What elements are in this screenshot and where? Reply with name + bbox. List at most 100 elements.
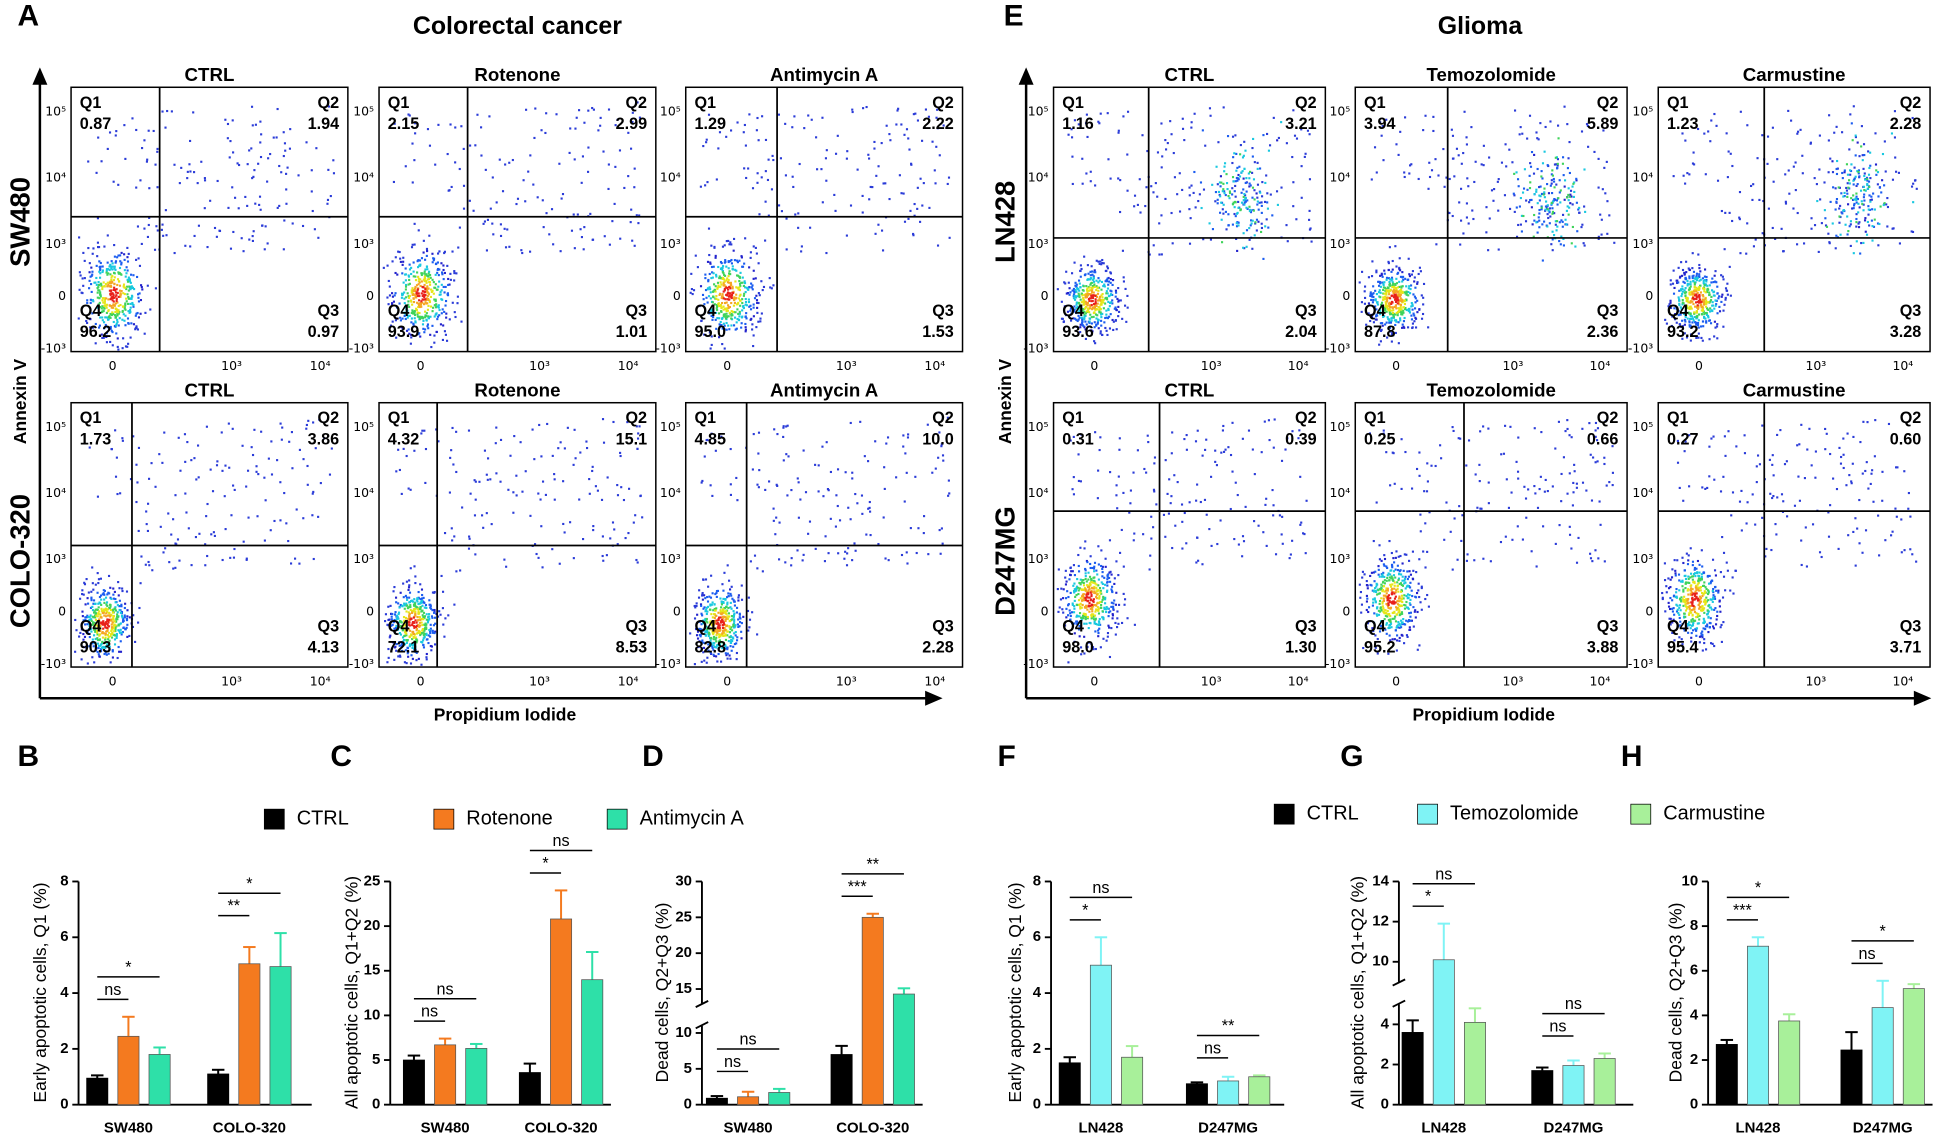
event-dot — [1375, 269, 1378, 272]
event-dot — [721, 268, 724, 271]
event-dot — [756, 116, 759, 120]
event-dot — [99, 630, 102, 633]
event-dot — [1465, 143, 1468, 146]
event-dot — [441, 590, 445, 593]
event-dot — [102, 622, 105, 625]
event-dot — [415, 659, 418, 662]
event-dot — [1603, 166, 1606, 169]
event-dot — [293, 557, 297, 560]
event-dot — [782, 426, 785, 429]
event-dot — [529, 514, 532, 517]
event-dot — [110, 265, 113, 268]
event-dot — [98, 305, 102, 309]
event-dot — [131, 301, 134, 305]
event-dot — [121, 347, 124, 350]
event-dot — [425, 247, 429, 250]
event-dot — [437, 285, 440, 288]
event-dot — [123, 306, 126, 309]
event-dot — [100, 646, 103, 649]
event-dot — [1266, 132, 1269, 136]
event-dot — [820, 168, 823, 171]
event-dot — [148, 187, 151, 190]
event-dot — [1106, 333, 1109, 337]
event-dot — [1465, 136, 1468, 139]
event-dot — [147, 223, 150, 227]
event-dot — [1388, 280, 1391, 284]
event-dot — [729, 588, 732, 591]
event-dot — [433, 632, 436, 635]
event-dot — [112, 303, 115, 306]
event-dot — [113, 267, 116, 270]
event-dot — [449, 123, 452, 126]
event-dot — [1242, 154, 1245, 157]
x-tick-label: 0 — [1090, 358, 1098, 373]
event-dot — [108, 645, 111, 648]
event-dot — [1081, 320, 1084, 323]
event-dot — [692, 289, 696, 292]
event-dot — [1079, 323, 1082, 326]
event-dot — [413, 449, 416, 452]
event-dot — [689, 291, 692, 294]
event-dot — [729, 281, 732, 284]
event-dot — [1104, 280, 1107, 283]
event-dot — [415, 632, 418, 635]
event-dot — [1112, 328, 1115, 332]
event-dot — [1378, 289, 1381, 292]
event-dot — [873, 140, 876, 144]
event-dot — [106, 624, 109, 627]
event-dot — [424, 316, 427, 319]
event-dot — [744, 237, 747, 240]
event-dot — [401, 327, 404, 330]
event-dot — [112, 617, 115, 620]
event-dot — [739, 284, 742, 288]
event-dot — [401, 317, 404, 320]
event-dot — [418, 305, 421, 309]
event-dot — [267, 157, 270, 160]
y-tick-label: 0 — [1041, 288, 1049, 303]
event-dot — [849, 518, 852, 521]
event-dot — [1234, 195, 1237, 198]
event-dot — [713, 645, 716, 648]
event-dot — [1242, 188, 1245, 191]
event-dot — [103, 297, 106, 300]
event-dot — [1081, 318, 1084, 321]
event-dot — [1082, 289, 1085, 292]
event-dot — [726, 634, 729, 637]
event-dot — [252, 230, 255, 233]
event-dot — [1248, 182, 1251, 185]
event-dot — [111, 274, 114, 277]
event-dot — [735, 642, 738, 645]
event-dot — [825, 149, 828, 152]
event-dot — [437, 252, 440, 255]
event-dot — [326, 198, 330, 201]
event-dot — [103, 285, 106, 288]
event-dot — [101, 640, 104, 643]
event-dot — [414, 614, 417, 617]
event-dot — [298, 562, 301, 565]
event-dot — [578, 109, 581, 112]
event-dot — [417, 277, 420, 280]
event-dot — [428, 613, 431, 616]
event-dot — [699, 633, 702, 636]
event-dot — [229, 556, 232, 559]
event-dot — [97, 606, 100, 609]
event-dot — [1536, 202, 1539, 205]
event-dot — [1388, 311, 1391, 314]
event-dot — [912, 113, 915, 116]
event-dot — [550, 208, 554, 211]
event-dot — [745, 286, 748, 289]
event-dot — [408, 596, 411, 599]
event-dot — [1397, 321, 1400, 324]
event-dot — [1119, 210, 1122, 214]
event-dot — [1563, 198, 1566, 201]
event-dot — [407, 300, 410, 303]
event-dot — [534, 107, 537, 110]
event-dot — [551, 454, 554, 457]
event-dot — [118, 631, 122, 634]
event-dot — [312, 421, 315, 424]
event-dot — [869, 510, 872, 513]
event-dot — [1529, 165, 1533, 168]
event-dot — [596, 489, 599, 492]
event-dot — [1099, 303, 1102, 306]
event-dot — [1363, 285, 1367, 288]
